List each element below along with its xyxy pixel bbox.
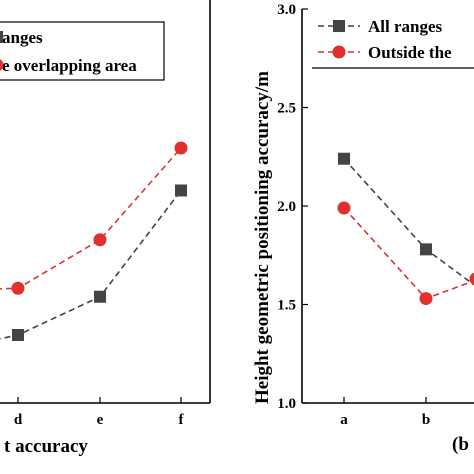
panel-a-x-tick-label: e bbox=[97, 412, 104, 428]
panel-a-series-line-1 bbox=[0, 147, 182, 290]
panel-a-legend-label-1: e overlapping area bbox=[2, 56, 137, 75]
panel-b-series-line-1 bbox=[343, 207, 474, 300]
panel-b-series bbox=[337, 152, 474, 306]
panel-a-point-0-0 bbox=[12, 329, 24, 341]
panel-b-legend-marker-0 bbox=[333, 20, 345, 32]
panel-a-legend-label-0: anges bbox=[2, 28, 43, 47]
panel-a-series bbox=[0, 141, 188, 341]
chart-panel-a: d e f t accuracy anges e overlapping area bbox=[0, 0, 211, 457]
panel-a-legend-box bbox=[0, 21, 165, 81]
panel-b-y-tick-label: 1.0 bbox=[277, 396, 296, 412]
panel-b-point-1-1 bbox=[419, 292, 433, 306]
panel-b-series-line-0 bbox=[343, 158, 474, 286]
panel-b-y-tick-label: 1.5 bbox=[277, 298, 296, 314]
panel-b-legend-label-1: Outside the bbox=[368, 43, 452, 62]
panel-a-point-1-0 bbox=[11, 281, 25, 295]
panel-a-legend: anges e overlapping area bbox=[0, 21, 165, 81]
panel-a-point-1-2 bbox=[174, 141, 188, 155]
panel-b-label: (b bbox=[452, 434, 469, 455]
panel-b-y-tick-label: 2.5 bbox=[277, 101, 296, 117]
panel-b-legend-marker-1 bbox=[332, 45, 346, 59]
panel-a-x-axis-title: t accuracy bbox=[4, 436, 88, 457]
panel-b-x-tick-label: b bbox=[422, 412, 430, 428]
panel-a-x-tick-label: d bbox=[14, 412, 23, 428]
panel-a-x-ticks: d e f bbox=[14, 397, 185, 428]
panel-b-point-0-0 bbox=[338, 152, 350, 165]
panel-b-y-ticks: 1.0 1.5 2.0 2.5 3.0 bbox=[277, 2, 308, 412]
panel-b-y-tick-label: 2.0 bbox=[277, 199, 296, 215]
panel-a-x-tick-label: f bbox=[179, 412, 185, 428]
panel-a-legend-marker-0 bbox=[0, 31, 3, 43]
panel-b-legend-label-0: All ranges bbox=[368, 17, 443, 36]
panel-a-series-line-0 bbox=[0, 190, 182, 340]
panel-a-point-0-2 bbox=[175, 184, 187, 197]
panel-b-legend: All ranges Outside the bbox=[312, 17, 474, 69]
panel-b-y-tick-label: 3.0 bbox=[277, 2, 296, 18]
panel-b-y-axis-title: Height geometric positioning accuracy/m bbox=[252, 71, 273, 404]
panel-a-legend-marker-1 bbox=[0, 59, 4, 71]
panel-a-point-0-1 bbox=[94, 290, 106, 303]
panel-b-point-1-0 bbox=[337, 201, 351, 215]
panel-b-x-tick-label: a bbox=[340, 412, 348, 428]
panel-b-point-1-edge bbox=[469, 272, 474, 286]
panel-a-point-1-1 bbox=[93, 233, 107, 247]
panel-b-point-0-1 bbox=[420, 243, 432, 256]
